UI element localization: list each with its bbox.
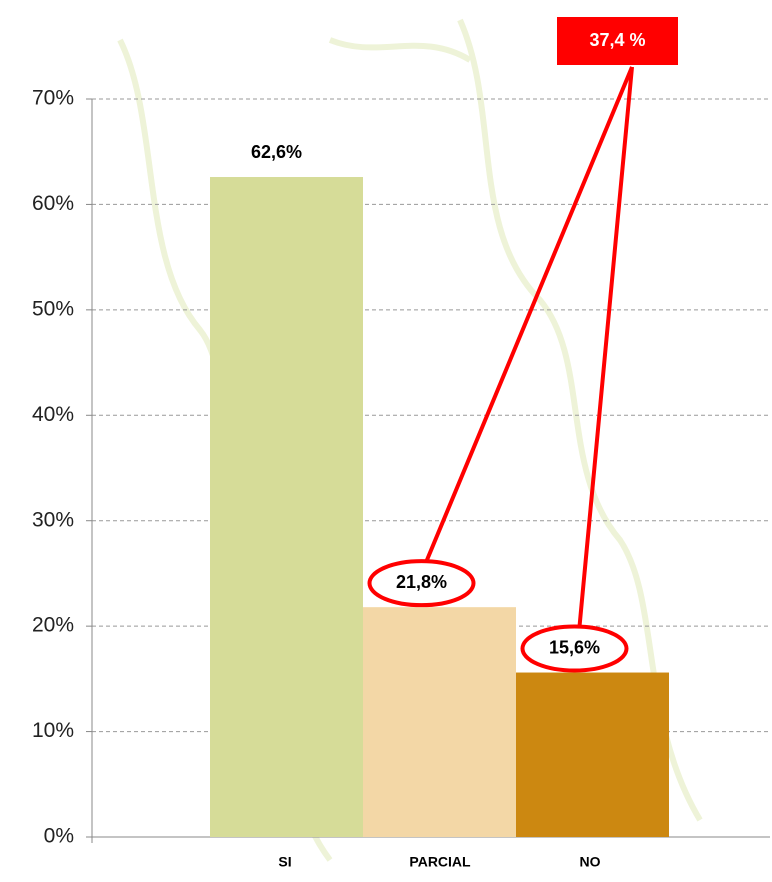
annotation: 37,4 % — [589, 30, 645, 50]
x-tick-label: SI — [278, 854, 291, 870]
y-tick-label: 40% — [32, 403, 74, 426]
highlight-ellipse — [520, 624, 629, 673]
callout-line — [577, 66, 634, 627]
value-label: 21,8% — [396, 572, 447, 592]
value-label: 62,6% — [251, 142, 302, 162]
y-tick-label: 50% — [32, 297, 74, 320]
x-tick-label: PARCIAL — [409, 854, 471, 870]
annotation-box — [557, 17, 678, 65]
y-tick-label: 10% — [32, 719, 74, 742]
callout-line — [424, 66, 634, 562]
y-tick-label: 60% — [32, 192, 74, 215]
bar — [210, 177, 363, 837]
y-tick-label: 30% — [32, 508, 74, 531]
bar — [363, 607, 516, 837]
y-tick-label: 0% — [44, 825, 74, 848]
highlight-ellipse — [367, 559, 476, 608]
bar — [516, 672, 669, 837]
x-tick-label: NO — [580, 854, 601, 870]
y-tick-label: 70% — [32, 87, 74, 110]
value-label: 15,6% — [549, 637, 600, 657]
y-tick-label: 20% — [32, 614, 74, 637]
